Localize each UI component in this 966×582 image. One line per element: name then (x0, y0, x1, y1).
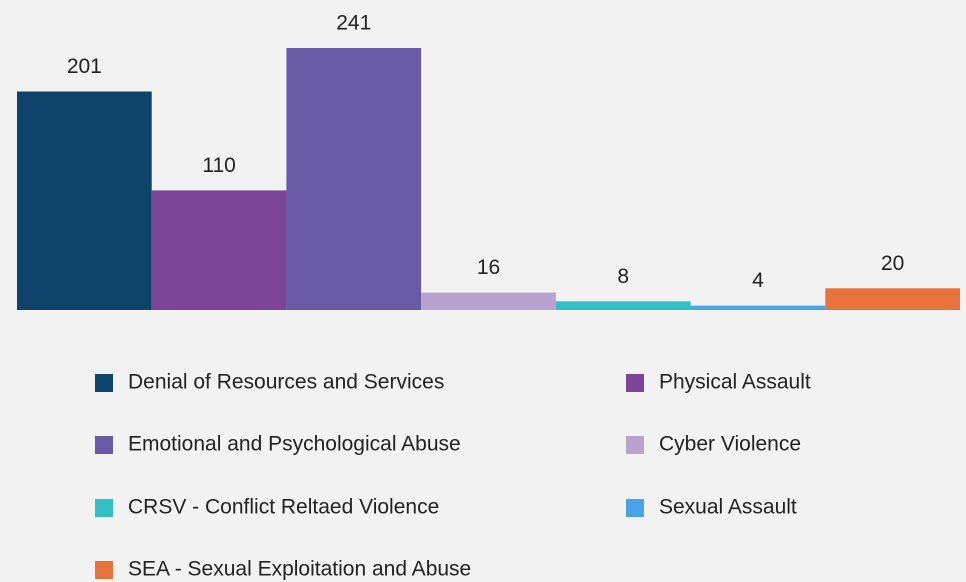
legend-swatch (95, 374, 113, 392)
bar (286, 48, 422, 310)
bar (151, 190, 287, 310)
legend-label: SEA - Sexual Exploitation and Abuse (128, 558, 471, 581)
bar (825, 288, 960, 310)
legend-label: CRSV - Conflict Reltaed Violence (128, 496, 439, 519)
legend-label: Emotional and Psychological Abuse (128, 433, 461, 456)
legend-label: Cyber Violence (659, 433, 801, 456)
legend-swatch (95, 499, 113, 517)
bar (17, 91, 152, 310)
bar (555, 301, 691, 310)
legend-label: Denial of Resources and Services (128, 371, 444, 394)
value-label: 110 (202, 154, 235, 177)
legend-label: Sexual Assault (659, 496, 797, 519)
value-label: 4 (752, 269, 764, 292)
value-label: 20 (881, 252, 904, 275)
value-label: 16 (477, 256, 500, 279)
value-label: 241 (336, 12, 371, 35)
legend-swatch (95, 436, 113, 454)
value-label: 201 (67, 55, 102, 78)
legend-swatch (95, 561, 113, 579)
legend-label: Physical Assault (659, 371, 811, 394)
bar (690, 305, 826, 310)
legend-swatch (626, 436, 644, 454)
legend-swatch (626, 499, 644, 517)
value-label: 8 (617, 265, 629, 288)
legend-swatch (626, 374, 644, 392)
bar (421, 292, 556, 310)
